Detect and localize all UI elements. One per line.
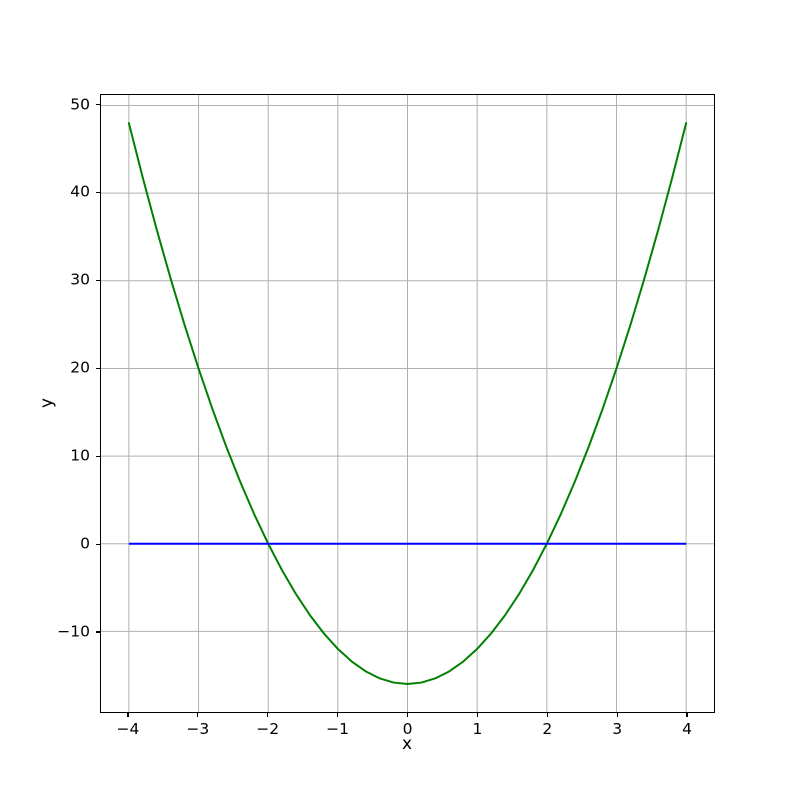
x-tick-label: 1 [472,720,483,738]
y-tick-mark [96,455,100,457]
y-tick-label: 20 [70,358,90,377]
y-tick-label: 0 [80,534,90,553]
y-tick-mark [96,367,100,369]
y-tick-label: 30 [70,270,90,289]
x-tick-label: 3 [612,720,623,738]
x-tick-label: −3 [186,720,210,738]
y-tick-mark [96,543,100,545]
y-tick-mark [96,103,100,106]
data-series-quadratic [127,122,688,685]
y-tick-label: 50 [70,94,90,113]
x-tick-mark [616,713,618,717]
y-tick-label: −10 [57,622,90,641]
x-tick-label: 2 [542,720,553,738]
data-lines-layer [127,122,688,685]
x-tick-mark [686,713,688,717]
x-tick-label: 4 [682,720,692,738]
x-tick-mark [406,713,409,717]
x-tick-mark [197,713,199,717]
x-tick-label: −1 [326,720,350,738]
x-tick-mark [127,713,129,717]
x-tick-label: −4 [116,720,140,738]
y-tick-label: 40 [70,182,90,201]
x-tick-label: 0 [402,720,413,738]
y-tick-mark [96,631,100,633]
x-tick-mark [546,713,548,717]
y-axis-label: y [37,397,57,409]
plot-axes-area [100,94,715,713]
y-tick-label: 10 [70,446,90,465]
x-tick-label: −2 [256,720,280,738]
x-tick-mark [267,713,269,717]
y-tick-mark [96,279,100,282]
x-axis-label: x [401,734,413,754]
x-tick-mark [336,713,339,717]
x-tick-mark [476,713,479,717]
y-tick-mark [96,191,100,194]
